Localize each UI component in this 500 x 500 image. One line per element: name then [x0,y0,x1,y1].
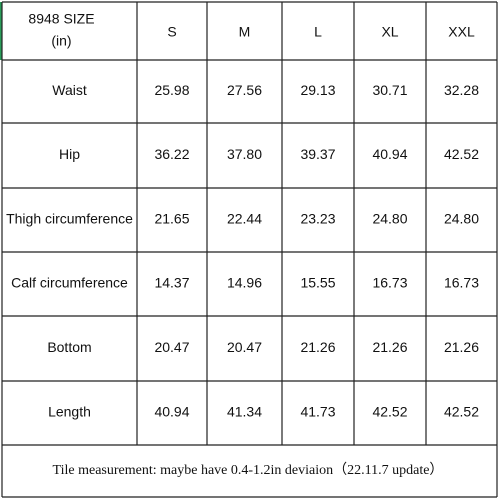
cell-value: 21.26 [300,339,335,355]
cell-value: 16.73 [444,275,479,291]
cell-value: 30.71 [372,82,407,98]
cell-value: 42.52 [444,404,479,420]
cell-value: 42.52 [372,404,407,420]
cell-value: 25.98 [154,82,189,98]
footnote: Tile measurement: maybe have 0.4-1.2in d… [53,462,444,478]
cell-value: 14.96 [227,275,262,291]
cell-value: 24.80 [444,211,479,227]
header-cell: (in) [51,33,71,49]
row-label: Thigh circumference [6,211,133,227]
cell-value: 21.26 [372,339,407,355]
cell-value: 37.80 [227,146,262,162]
cell-value: 24.80 [372,211,407,227]
cell-value: 41.73 [300,404,335,420]
header-cell: M [239,24,251,40]
cell-value: 16.73 [372,275,407,291]
row-label: Bottom [47,339,91,355]
header-cell: S [167,24,176,40]
cell-value: 21.65 [154,211,189,227]
header-cell: 8948 SIZE [28,11,94,27]
cell-value: 20.47 [227,339,262,355]
cell-value: 22.44 [227,211,262,227]
cell-value: 40.94 [372,146,407,162]
cell-value: 29.13 [300,82,335,98]
header-cell: XL [381,24,398,40]
cell-value: 23.23 [300,211,335,227]
cell-value: 41.34 [227,404,262,420]
row-label: Calf circumference [11,275,128,291]
header-cell: XXL [448,24,475,40]
header-cell: L [314,24,322,40]
cell-value: 39.37 [300,146,335,162]
cell-value: 36.22 [154,146,189,162]
row-label: Length [48,404,91,420]
cell-value: 21.26 [444,339,479,355]
cell-value: 42.52 [444,146,479,162]
cell-value: 20.47 [154,339,189,355]
cell-value: 27.56 [227,82,262,98]
cell-value: 15.55 [300,275,335,291]
cell-value: 14.37 [154,275,189,291]
row-label: Hip [59,146,80,162]
row-label: Waist [52,82,87,98]
cell-value: 40.94 [154,404,189,420]
cell-value: 32.28 [444,82,479,98]
